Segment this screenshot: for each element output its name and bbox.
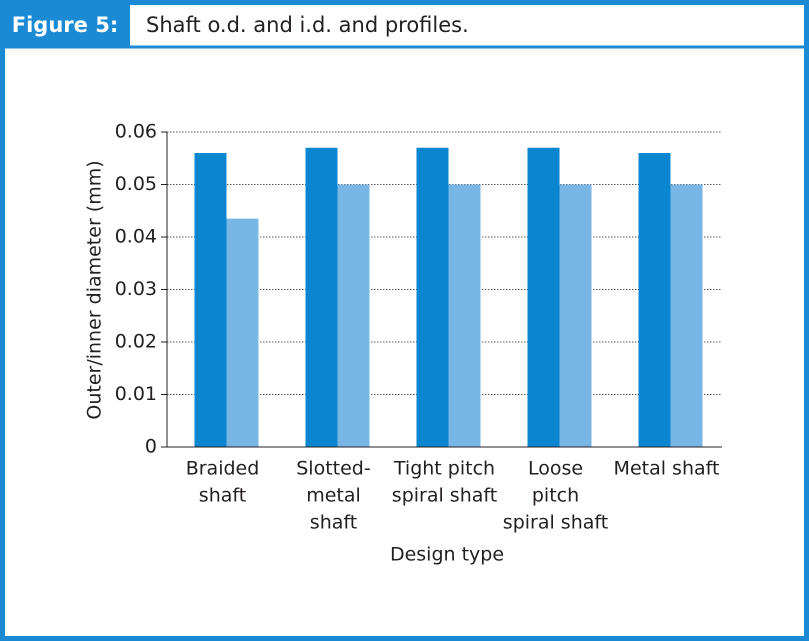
bar xyxy=(670,184,703,447)
figure-label: Figure 5: xyxy=(12,13,118,37)
y-tick-label: 0.02 xyxy=(115,331,157,353)
y-tick-label: 0.04 xyxy=(115,226,157,248)
chart-title: Shaft o.d. and i.d. and profiles. xyxy=(146,13,469,37)
x-tick-label: pitch xyxy=(532,485,579,507)
y-tick-label: 0.06 xyxy=(115,121,157,143)
bar xyxy=(638,153,671,447)
x-tick-label: spiral shaft xyxy=(392,485,497,507)
bar xyxy=(305,147,338,447)
x-tick-label: Loose xyxy=(528,458,583,480)
bar xyxy=(194,153,227,447)
label-box xyxy=(0,0,130,48)
x-tick-label: Braided xyxy=(186,458,260,480)
x-tick-label: Tight pitch xyxy=(393,458,495,480)
y-tick-label: 0.05 xyxy=(115,173,157,195)
y-tick-label: 0.01 xyxy=(115,383,157,405)
bar xyxy=(527,147,560,447)
bar xyxy=(559,184,592,447)
bar xyxy=(226,218,259,447)
y-axis-label: Outer/inner diameter (mm) xyxy=(84,160,106,419)
x-tick-label: Slotted- xyxy=(296,458,370,480)
y-tick-label: 0.03 xyxy=(115,278,157,300)
bar xyxy=(416,147,449,447)
bar xyxy=(448,184,481,447)
x-tick-label: Metal shaft xyxy=(614,458,720,480)
x-axis-label: Design type xyxy=(390,544,504,566)
bar xyxy=(337,184,370,447)
x-tick-label: shaft xyxy=(310,512,357,534)
x-tick-label: shaft xyxy=(199,485,246,507)
x-tick-label: spiral shaft xyxy=(503,512,608,534)
x-tick-label: metal xyxy=(306,485,361,507)
y-tick-label: 0 xyxy=(145,436,157,458)
